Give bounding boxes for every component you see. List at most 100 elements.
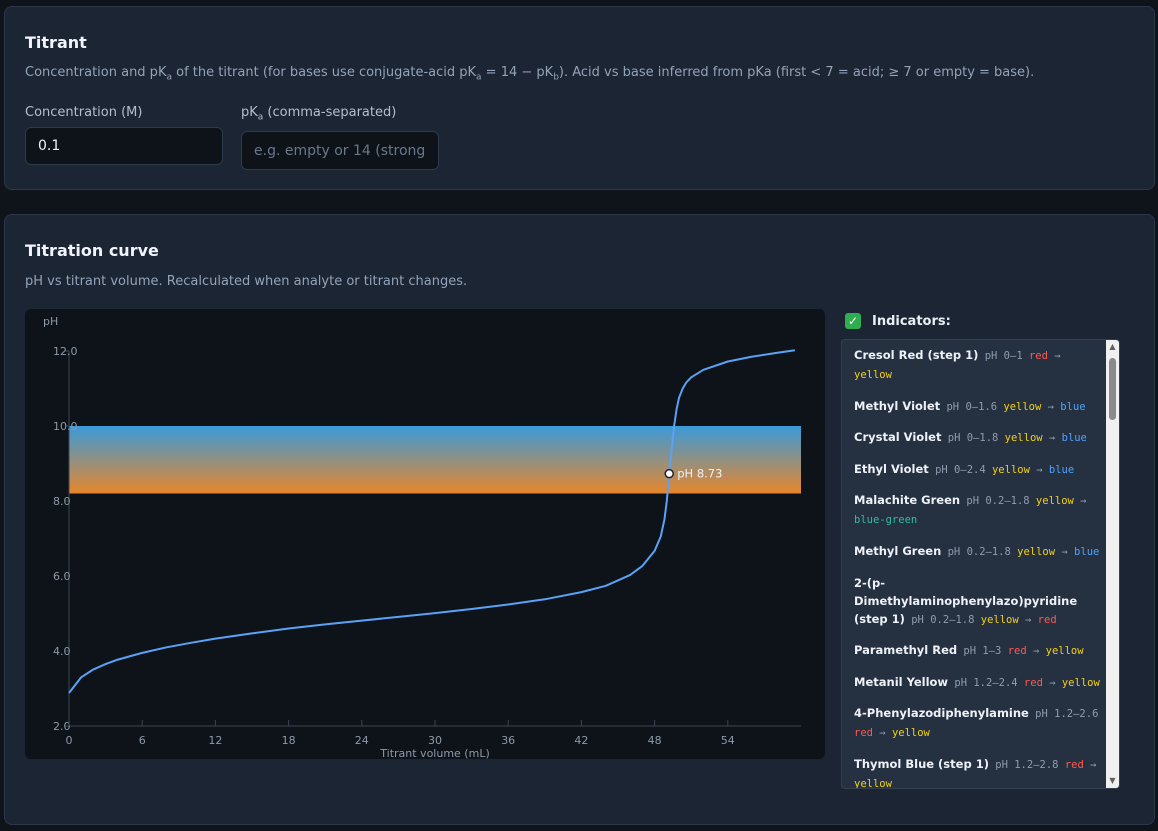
indicator-from-color: red (1064, 758, 1084, 771)
indicator-to-color: blue-green (854, 514, 918, 527)
curve-description: pH vs titrant volume. Recalculated when … (25, 274, 468, 289)
x-tick-label: 36 (501, 734, 515, 747)
indicator-item[interactable]: Ethyl Violet pH 0–2.4 yellow → blue (854, 460, 1104, 479)
indicator-from-color: red (1028, 350, 1048, 362)
indicator-name: Malachite Green (854, 493, 961, 508)
x-tick-label: 12 (208, 734, 222, 747)
scroll-thumb[interactable] (1109, 358, 1116, 420)
concentration-label: Concentration (M) (25, 105, 143, 120)
indicator-name: Paramethyl Red (854, 643, 958, 658)
indicator-range: pH 0.2–1.8 (904, 613, 981, 626)
concentration-input[interactable] (25, 127, 223, 165)
x-tick-label: 0 (66, 734, 73, 747)
arrow-right-icon: → (1029, 463, 1049, 476)
indicator-range: pH 1.2–2.4 (948, 676, 1024, 689)
indicator-to-color: blue (1061, 432, 1087, 445)
indicators-scrollbar[interactable]: ▲ ▼ (1106, 340, 1119, 788)
indicator-to-color: yellow (891, 727, 930, 740)
x-tick-label: 48 (648, 734, 662, 747)
x-tick-label: 30 (428, 734, 442, 747)
indicator-item[interactable]: Metanil Yellow pH 1.2–2.4 red → yellow (854, 673, 1104, 692)
indicator-to-color: blue (1060, 400, 1086, 413)
indicator-item[interactable]: 4-Phenylazodiphenylamine pH 1.2–2.6 red … (854, 704, 1104, 742)
indicator-name: Metanil Yellow (854, 674, 949, 689)
indicators-title: Indicators: (872, 313, 951, 329)
equivalence-label: pH 8.73 (677, 467, 722, 481)
indicators-items: Cresol Red (step 1) pH 0–1 red → yellow M… (854, 346, 1104, 789)
arrow-right-icon: → (1026, 645, 1046, 658)
indicator-to-color: yellow (1045, 645, 1084, 658)
indicator-to-color: blue (1074, 545, 1100, 558)
chart-svg: 2.0 4.0 6.0 8.0 10.0 12.0 0 6 12 18 24 30 36 42 48 54 pH… (43, 315, 801, 759)
x-tick-label: 6 (139, 734, 146, 747)
indicators-list[interactable]: Cresol Red (step 1) pH 0–1 red → yellow M… (841, 339, 1120, 789)
y-axis-label: pH (43, 315, 58, 328)
y-tick-label: 12.0 (53, 345, 78, 358)
x-tick-label: 24 (355, 734, 369, 747)
indicators-checkbox[interactable]: ✓ (845, 313, 861, 329)
x-tick-label: 54 (721, 734, 735, 747)
indicator-item[interactable]: Cresol Red (step 1) pH 0–1 red → yellow (854, 346, 1104, 384)
arrow-right-icon: → (1041, 400, 1061, 413)
equivalence-marker (664, 468, 674, 479)
indicator-name: Crystal Violet (854, 430, 942, 445)
indicator-name: 4-Phenylazodiphenylamine (854, 706, 1029, 721)
arrow-right-icon: → (1055, 545, 1075, 558)
indicator-name: Methyl Green (854, 543, 942, 558)
x-tick-label: 18 (282, 734, 296, 747)
indicator-item[interactable]: Methyl Violet pH 0–1.6 yellow → blue (854, 397, 1104, 416)
indicator-range: pH 0–1 (978, 350, 1029, 362)
pka-input[interactable] (241, 131, 439, 170)
indicator-item[interactable]: Thymol Blue (step 1) pH 1.2–2.8 red → ye… (854, 755, 1104, 789)
titrant-description: Concentration and pKa of the titrant (fo… (25, 65, 1035, 83)
x-tick-label: 42 (574, 734, 588, 747)
indicator-range: pH 0–1.8 (941, 432, 1005, 445)
y-tick-label: 10.0 (53, 420, 78, 433)
arrow-right-icon: → (1083, 758, 1097, 771)
indicator-range: pH 0.2–1.8 (941, 545, 1018, 558)
indicator-name: 2-(p-Dimethylaminophenylazo)pyridine (st… (854, 575, 1078, 626)
scroll-down-icon[interactable]: ▼ (1109, 776, 1116, 785)
indicator-from-color: yellow (1035, 495, 1074, 508)
arrow-right-icon: → (1047, 350, 1061, 362)
indicator-item[interactable]: Methyl Green pH 0.2–1.8 yellow → blue (854, 542, 1104, 561)
indicator-from-color: yellow (991, 463, 1030, 476)
indicator-from-color: red (1023, 676, 1043, 689)
indicator-to-color: yellow (854, 369, 892, 381)
indicator-band (69, 426, 801, 494)
indicator-item[interactable]: Crystal Violet pH 0–1.8 yellow → blue (854, 428, 1104, 447)
indicator-to-color: blue (1048, 463, 1075, 476)
indicator-range: pH 1.2–2.8 (988, 758, 1065, 771)
indicators-header: ✓ Indicators: (845, 311, 951, 331)
indicator-item[interactable]: Paramethyl Red pH 1–3 red → yellow (854, 641, 1104, 660)
indicator-name: Cresol Red (step 1) (854, 348, 979, 362)
indicator-name: Ethyl Violet (854, 461, 929, 476)
titrant-card: Titrant Concentration and pKa of the tit… (4, 6, 1155, 190)
pka-label: pKa (comma-separated) (241, 105, 397, 123)
indicator-range: pH 0–1.6 (940, 400, 1004, 413)
indicator-from-color: yellow (1003, 400, 1042, 413)
indicator-range: pH 1–3 (957, 645, 1008, 658)
series-line (68, 349, 796, 694)
scroll-up-icon[interactable]: ▲ (1109, 342, 1116, 351)
arrow-right-icon: → (1042, 676, 1062, 689)
arrow-right-icon: → (1073, 495, 1087, 508)
y-tick-label: 2.0 (53, 720, 71, 733)
y-tick-label: 8.0 (53, 495, 71, 508)
indicator-from-color: yellow (1017, 545, 1056, 558)
indicator-from-color: yellow (1004, 432, 1043, 445)
x-axis-label: Titrant volume (mL) (379, 747, 489, 759)
indicator-range: pH 1.2–2.6 (1028, 708, 1099, 721)
indicator-item[interactable]: Malachite Green pH 0.2–1.8 yellow → blue… (854, 491, 1104, 529)
indicator-range: pH 0–2.4 (928, 463, 992, 476)
indicator-from-color: yellow (980, 613, 1019, 626)
indicator-name: Methyl Violet (854, 398, 941, 413)
curve-title: Titration curve (25, 241, 159, 260)
arrow-right-icon: → (1042, 432, 1062, 445)
indicator-to-color: yellow (854, 777, 892, 789)
y-tick-label: 6.0 (53, 570, 71, 583)
y-tick-label: 4.0 (53, 645, 71, 658)
titration-curve-card: Titration curve pH vs titrant volume. Re… (4, 214, 1155, 825)
indicator-name: Thymol Blue (step 1) (854, 756, 989, 771)
indicator-item[interactable]: 2-(p-Dimethylaminophenylazo)pyridine (st… (854, 574, 1104, 629)
